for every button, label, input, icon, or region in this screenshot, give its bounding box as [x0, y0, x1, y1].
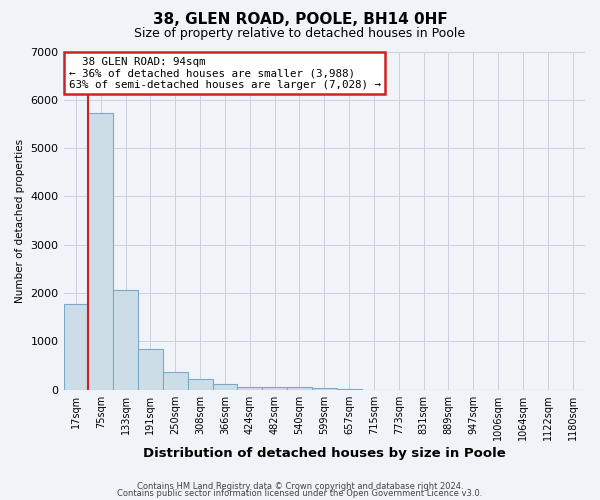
Bar [262, 388, 287, 390]
Y-axis label: Number of detached properties: Number of detached properties [15, 138, 25, 302]
Bar [138, 349, 163, 390]
Bar [312, 388, 337, 390]
Text: 38, GLEN ROAD, POOLE, BH14 0HF: 38, GLEN ROAD, POOLE, BH14 0HF [152, 12, 448, 28]
Text: Contains HM Land Registry data © Crown copyright and database right 2024.: Contains HM Land Registry data © Crown c… [137, 482, 463, 491]
Bar [88, 113, 113, 390]
Bar [238, 388, 262, 390]
Bar [163, 372, 188, 390]
Bar [113, 290, 138, 390]
Text: Contains public sector information licensed under the Open Government Licence v3: Contains public sector information licen… [118, 490, 482, 498]
Bar [188, 378, 212, 390]
Bar [64, 304, 88, 390]
Text: Size of property relative to detached houses in Poole: Size of property relative to detached ho… [134, 28, 466, 40]
Bar [287, 388, 312, 390]
Bar [337, 388, 362, 390]
Text: 38 GLEN ROAD: 94sqm
← 36% of detached houses are smaller (3,988)
63% of semi-det: 38 GLEN ROAD: 94sqm ← 36% of detached ho… [69, 56, 381, 90]
Bar [212, 384, 238, 390]
X-axis label: Distribution of detached houses by size in Poole: Distribution of detached houses by size … [143, 447, 506, 460]
